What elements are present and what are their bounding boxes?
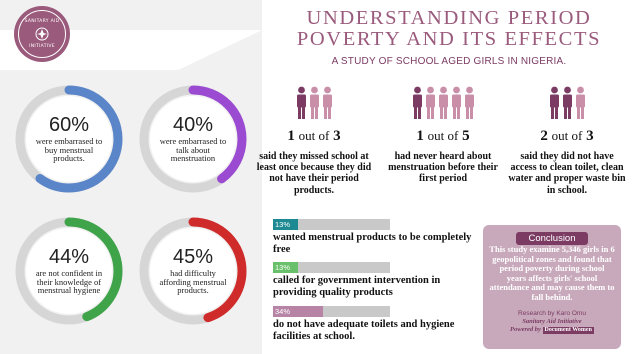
title-line-1: UNDERSTANDING PERIOD [306,7,592,29]
bar-description: wanted menstrual products to be complete… [273,232,472,255]
conclusion-credit: Research by Karo Omu [518,309,586,317]
ring-percentage: 60% [48,113,90,136]
bar-description: do not have adequate toilets and hygiene… [273,319,455,342]
ring-description: had difficulty affording menstrual produ… [159,267,227,296]
bar-fill [273,262,298,273]
ring-chart-icon [139,85,247,193]
ratio-numerator: 1 [416,128,424,144]
ratio-out-of: out of [551,128,583,143]
bar-stat: 13% called for government intervention i… [273,262,483,299]
logo-text-top: SANITARY AID [24,19,60,24]
person-icon [322,86,332,119]
ring-description: are not confident in their knowledge of … [35,267,103,296]
ring-label: 40% were embarrased to talk about menstr… [150,96,236,182]
ring-label: 45% had difficulty affording menstrual p… [150,228,236,314]
powered-by-badge: Document Women [542,326,594,334]
ratio-out-of: out of [298,128,330,143]
ratio-denominator: 5 [462,128,470,144]
ring-chart-icon [15,85,123,193]
ratio-numerator: 2 [540,128,548,144]
stat-ring: 44% are not confident in their knowledge… [14,216,124,326]
powered-by-text: Powered by [510,325,541,333]
bar-description: called for government intervention in pr… [273,275,441,298]
title-line-2: POVERTY AND ITS EFFECTS [296,27,602,50]
person-icon [562,86,572,119]
ring-label: 44% are not confident in their knowledge… [26,228,112,314]
stat-description: said they did not have access to clean t… [508,151,626,196]
bar-percentage: 13% [275,263,291,272]
conclusion-body: This study examine 5,346 girls in 6 geop… [489,244,615,302]
stat-ratio: 1 out of 5 [383,128,503,145]
conclusion-powered-by: Powered by Document Women [489,326,615,334]
stat-column: 2 out of 3 said they did not have access… [507,86,627,196]
logo-ring: SANITARY AID INITIATIVE [18,10,66,58]
stat-description: said they missed school at least once be… [256,151,372,196]
person-icon [309,86,319,119]
ring-chart-icon [139,217,247,325]
stat-column: 1 out of 5 had never heard about menstru… [383,86,503,185]
person-icon [549,86,559,119]
person-icon [412,86,422,119]
bar-fill [273,219,298,230]
bar-track: 13% [273,262,390,273]
ring-label: 60% were embarrased to buy menstrual pro… [26,96,112,182]
conclusion-org: Sanitary Aid Initiative [522,317,582,325]
bar-track: 13% [273,219,390,230]
ratio-denominator: 3 [586,128,594,144]
ratio-denominator: 3 [333,128,341,144]
logo-emblem-icon [35,27,49,41]
person-icon [451,86,461,119]
ring-percentage: 45% [172,245,214,268]
bar-stat: 34% do not have adequate toilets and hyg… [273,306,483,343]
stat-ring: 45% had difficulty affording menstrual p… [138,216,248,326]
ratio-numerator: 1 [287,128,295,144]
conclusion-box: Conclusion This study examine 5,346 girl… [483,225,621,349]
stat-ratio: 1 out of 3 [254,128,374,145]
stat-column: 1 out of 3 said they missed school at le… [254,86,374,196]
conclusion-label: Conclusion [516,232,588,245]
person-icon [464,86,474,119]
ring-percentage: 40% [172,113,214,136]
bar-stat: 13% wanted menstrual products to be comp… [273,219,483,256]
ring-description: were embarrased to buy menstrual product… [35,135,103,164]
ratio-out-of: out of [427,128,459,143]
ring-chart-icon [15,217,123,325]
person-icon [438,86,448,119]
people-icon-group [254,86,374,120]
person-icon [425,86,435,119]
stat-ring: 60% were embarrased to buy menstrual pro… [14,84,124,194]
sanitary-aid-logo: SANITARY AID INITIATIVE [14,6,70,62]
person-icon [296,86,306,119]
people-icon-group [383,86,503,120]
bar-fill [273,306,323,317]
ring-description: were embarrased to talk about menstruati… [159,135,227,164]
page-subtitle: A STUDY OF SCHOOL AGED GIRLS IN NIGERIA. [331,56,567,67]
bar-percentage: 34% [275,307,291,316]
stat-description: had never heard about menstruation befor… [388,151,498,185]
ring-percentage: 44% [48,245,90,268]
stat-ring: 40% were embarrased to talk about menstr… [138,84,248,194]
bar-percentage: 13% [275,220,291,229]
logo-text-bottom: INITIATIVE [29,44,55,49]
bar-track: 34% [273,306,390,317]
stat-ratio: 2 out of 3 [507,128,627,145]
people-icon-group [507,86,627,120]
page-title: UNDERSTANDING PERIOD POVERTY AND ITS EFF… [274,8,624,50]
person-icon [575,86,585,119]
